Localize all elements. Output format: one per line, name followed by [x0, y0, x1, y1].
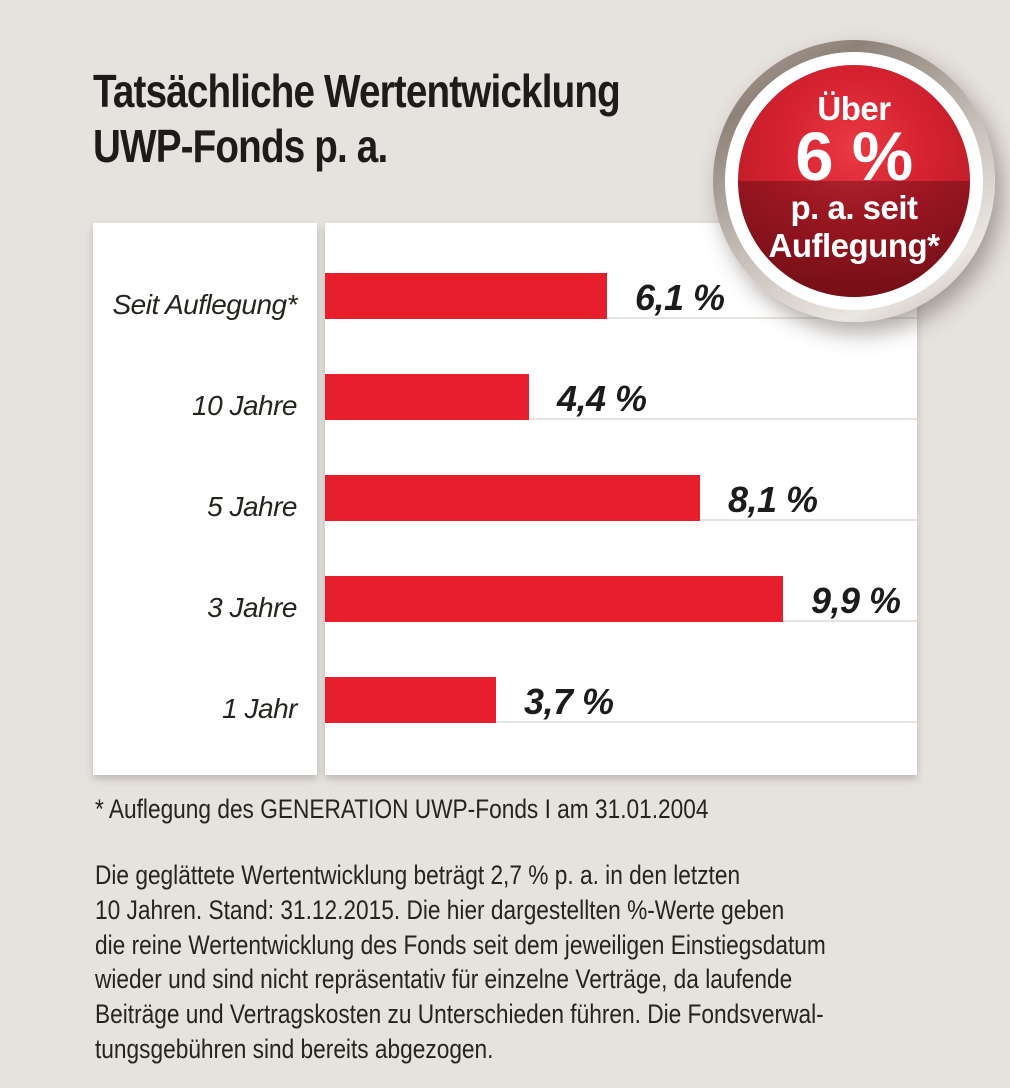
- description-line: wieder und sind nicht repräsentativ für …: [95, 964, 793, 995]
- bar-row: 8,1 %: [325, 420, 917, 521]
- category-label: 5 Jahre: [207, 491, 297, 522]
- description-line: tungsgebühren sind bereits abgezogen.: [95, 1033, 494, 1064]
- description-line: 10 Jahren. Stand: 31.12.2015. Die hier d…: [95, 894, 785, 925]
- badge-text: Über 6 % p. a. seit Auflegung*: [738, 65, 970, 297]
- badge-line2: 6 %: [795, 118, 913, 195]
- badge-red-seal: Über 6 % p. a. seit Auflegung*: [738, 65, 970, 297]
- badge-line4: Auflegung*: [768, 227, 940, 264]
- category-label-row: 5 Jahre: [93, 420, 317, 522]
- footnote: * Auflegung des GENERATION UWP-Fonds I a…: [95, 794, 709, 824]
- category-label-row: 10 Jahre: [93, 319, 317, 421]
- category-label: Seit Auflegung*: [112, 289, 298, 320]
- bar-row: 9,9 %: [325, 521, 917, 622]
- bar-row: 6,1 %: [325, 223, 917, 319]
- bar-row: 4,4 %: [325, 319, 917, 420]
- bar-value-label: 4,4 %: [557, 378, 647, 419]
- description-paragraph: Die geglättete Wertentwicklung beträgt 2…: [95, 858, 965, 1067]
- bar: [325, 576, 783, 622]
- category-label: 10 Jahre: [192, 390, 297, 421]
- bar: [325, 677, 496, 723]
- description-line: die reine Wertentwicklung des Fonds seit…: [95, 929, 826, 960]
- badge-line3: p. a. seit: [790, 189, 918, 226]
- baseline: [325, 317, 917, 319]
- chart-title-line2: UWP-Fonds p. a.: [93, 120, 388, 172]
- bar: [325, 374, 529, 420]
- bar-value-label: 9,9 %: [811, 580, 901, 621]
- category-labels-panel: Seit Auflegung* 10 Jahre 5 Jahre 3 Jahre 1 J…: [93, 223, 317, 775]
- description-line: Die geglättete Wertentwicklung beträgt 2…: [95, 860, 741, 890]
- badge-white-ring: Über 6 % p. a. seit Auflegung*: [725, 52, 983, 310]
- category-label-row: 3 Jahre: [93, 521, 317, 623]
- bar: [325, 273, 607, 319]
- bar-row: 3,7 %: [325, 622, 917, 723]
- bar-value-label: 6,1 %: [635, 277, 725, 318]
- chart-title: Tatsächliche Wertentwicklung UWP-Fonds p…: [93, 64, 720, 174]
- badge-line1: Über: [817, 90, 891, 127]
- category-label-row: 1 Jahr: [93, 622, 317, 724]
- bar: [325, 475, 700, 521]
- bar-value-label: 8,1 %: [728, 479, 818, 520]
- description-line: Beiträge und Vertragskosten zu Unterschi…: [95, 999, 824, 1030]
- category-label-row: Seit Auflegung*: [93, 223, 317, 320]
- bar-value-label: 3,7 %: [524, 681, 614, 722]
- baseline: [325, 721, 917, 723]
- promo-badge: Über 6 % p. a. seit Auflegung*: [713, 40, 995, 322]
- category-label: 3 Jahre: [207, 592, 297, 623]
- category-label: 1 Jahr: [222, 693, 297, 724]
- baseline: [325, 418, 917, 420]
- chart-title-line1: Tatsächliche Wertentwicklung: [93, 65, 621, 117]
